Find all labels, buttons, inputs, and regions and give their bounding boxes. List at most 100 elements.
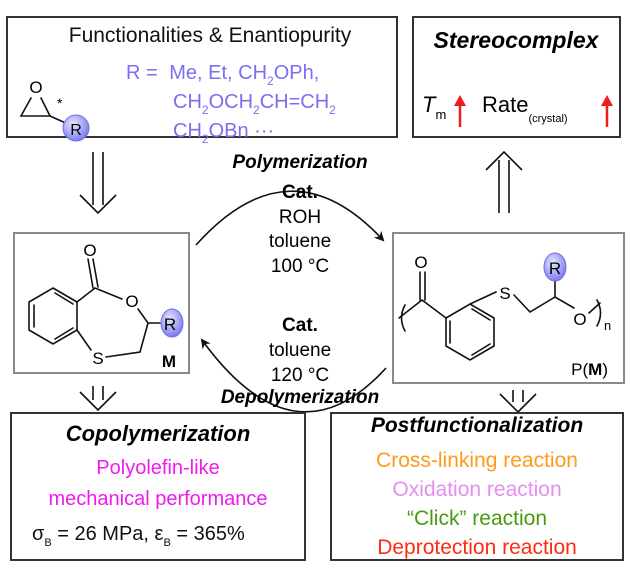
monomer-box [13,232,190,374]
repeat-n: n [604,318,611,333]
polymerization-label: Polymerization [232,152,367,173]
text: Me, Et, CH [169,62,267,84]
tm-symbol: T [422,92,437,117]
carbonyl-oxygen: O [83,241,96,260]
subscript: B [163,537,170,549]
text: OPh, [274,62,320,84]
subscript: 2 [202,132,209,146]
svg-text:Tm: Tm [422,92,446,122]
carbonyl-bond [419,271,426,301]
deprotection-item: Deprotection reaction [377,536,577,559]
r-group-list: R = Me, Et, CH2OPh, CH2OCH2CH=CH2 CH2OBn… [126,62,336,146]
r-group-ball [543,252,567,282]
text: σ [32,523,45,545]
double-bonds [449,308,491,356]
panel-title: Functionalities & Enantiopurity [69,24,352,47]
click-item: “Click” reaction [407,507,547,530]
text: CH [173,120,202,142]
sulfur-atom: S [92,349,103,368]
r-label: R [70,122,82,139]
text: = 365% [171,523,245,545]
condition: ROH [279,207,321,228]
right-bracket [596,299,602,327]
s-bond [469,291,497,305]
panel-title: Postfunctionalization [371,414,583,437]
r-label: R [164,315,176,334]
text: M [588,360,602,379]
chain-bonds [513,279,575,314]
condition: 100 °C [271,256,329,277]
down-double-arrow-icon [499,390,537,414]
r-group-ball [62,114,90,142]
stereocomplex-panel: Stereocomplex Tm Rate(crystal) [412,16,621,138]
polymerization-arrow [195,190,385,246]
panel-title: Copolymerization [66,421,251,446]
ring-bonds [76,308,161,358]
tm-up-arrow-icon [454,95,466,127]
reaction-cycle: Polymerization Cat. ROH toluene 100 °C C… [195,152,387,413]
monomer-structure: O O S R M [13,232,190,374]
r-label: R [549,259,561,278]
ring-oxygen: O [125,292,138,311]
svg-text:σB = 26 MPa, εB = 365%: σB = 26 MPa, εB = 365% [32,523,245,549]
epoxide-structure: O * R [19,78,90,142]
sulfur-atom: S [499,284,510,303]
oxygen-atom: O [573,310,586,329]
r-equals: R = [126,62,163,84]
text: = 26 MPa, [52,523,155,545]
catalyst-label: Cat. [282,315,318,336]
epoxide-ring [19,97,52,117]
text: CH [173,91,202,113]
subscript: m [435,107,446,122]
text: P( [571,360,588,379]
polymer-structure: O S R O n P(M) [392,232,625,384]
mechanical-text: mechanical performance [49,488,268,510]
down-double-arrow-icon [79,386,117,412]
cross-linking-item: Cross-linking reaction [376,449,578,472]
stereocenter-mark: * [57,95,63,111]
condition: 120 °C [271,365,329,386]
oxidation-item: Oxidation reaction [392,478,561,501]
svg-text:R = Me, Et, CH2OPh,: R = Me, Et, CH2OPh, [126,62,319,88]
copolymerization-panel: Copolymerization Polyolefin-like mechani… [10,412,306,561]
monomer-label: M [162,352,176,371]
panel-border [10,412,306,561]
text: CH=CH [260,91,329,113]
svg-text:CH2OCH2CH=CH2: CH2OCH2CH=CH2 [173,91,336,117]
panel-border [412,16,621,138]
catalyst-label: Cat. [282,182,318,203]
double-bonds [33,292,74,340]
condition: toluene [269,340,331,361]
text: ε [155,523,164,545]
panel-border [330,412,624,561]
carbonyl-oxygen: O [414,253,427,272]
functionalities-panel: Functionalities & Enantiopurity O * R R … [6,16,398,146]
down-double-arrow-icon [79,152,117,215]
end-bond [588,302,601,314]
polyolefin-text: Polyolefin-like [96,457,219,479]
up-double-arrow-icon [485,150,523,213]
text: ) [602,360,608,379]
oxygen-atom: O [29,78,42,97]
svg-text:Rate(crystal): Rate(crystal) [482,92,568,125]
svg-text:P(M): P(M) [571,360,608,379]
subscript: 2 [253,103,260,117]
carbonyl-bond [87,258,99,289]
subscript: 2 [202,103,209,117]
subscript: (crystal) [528,113,567,125]
ester-bond [76,287,123,303]
text: OCH [209,91,253,113]
depolymerization-label: Depolymerization [221,387,379,408]
condition: toluene [269,231,331,252]
postfunctionalization-panel: Postfunctionalization Cross-linking reac… [330,412,624,561]
subscript: 2 [267,74,274,88]
panel-title: Stereocomplex [434,27,600,53]
rate-up-arrow-icon [601,95,613,127]
subscript: B [44,537,51,549]
backbone [398,298,447,319]
depolymerization-arrow [200,338,387,413]
left-bracket [400,304,406,332]
rate-label: Rate [482,92,528,117]
r-group-ball [160,308,184,338]
